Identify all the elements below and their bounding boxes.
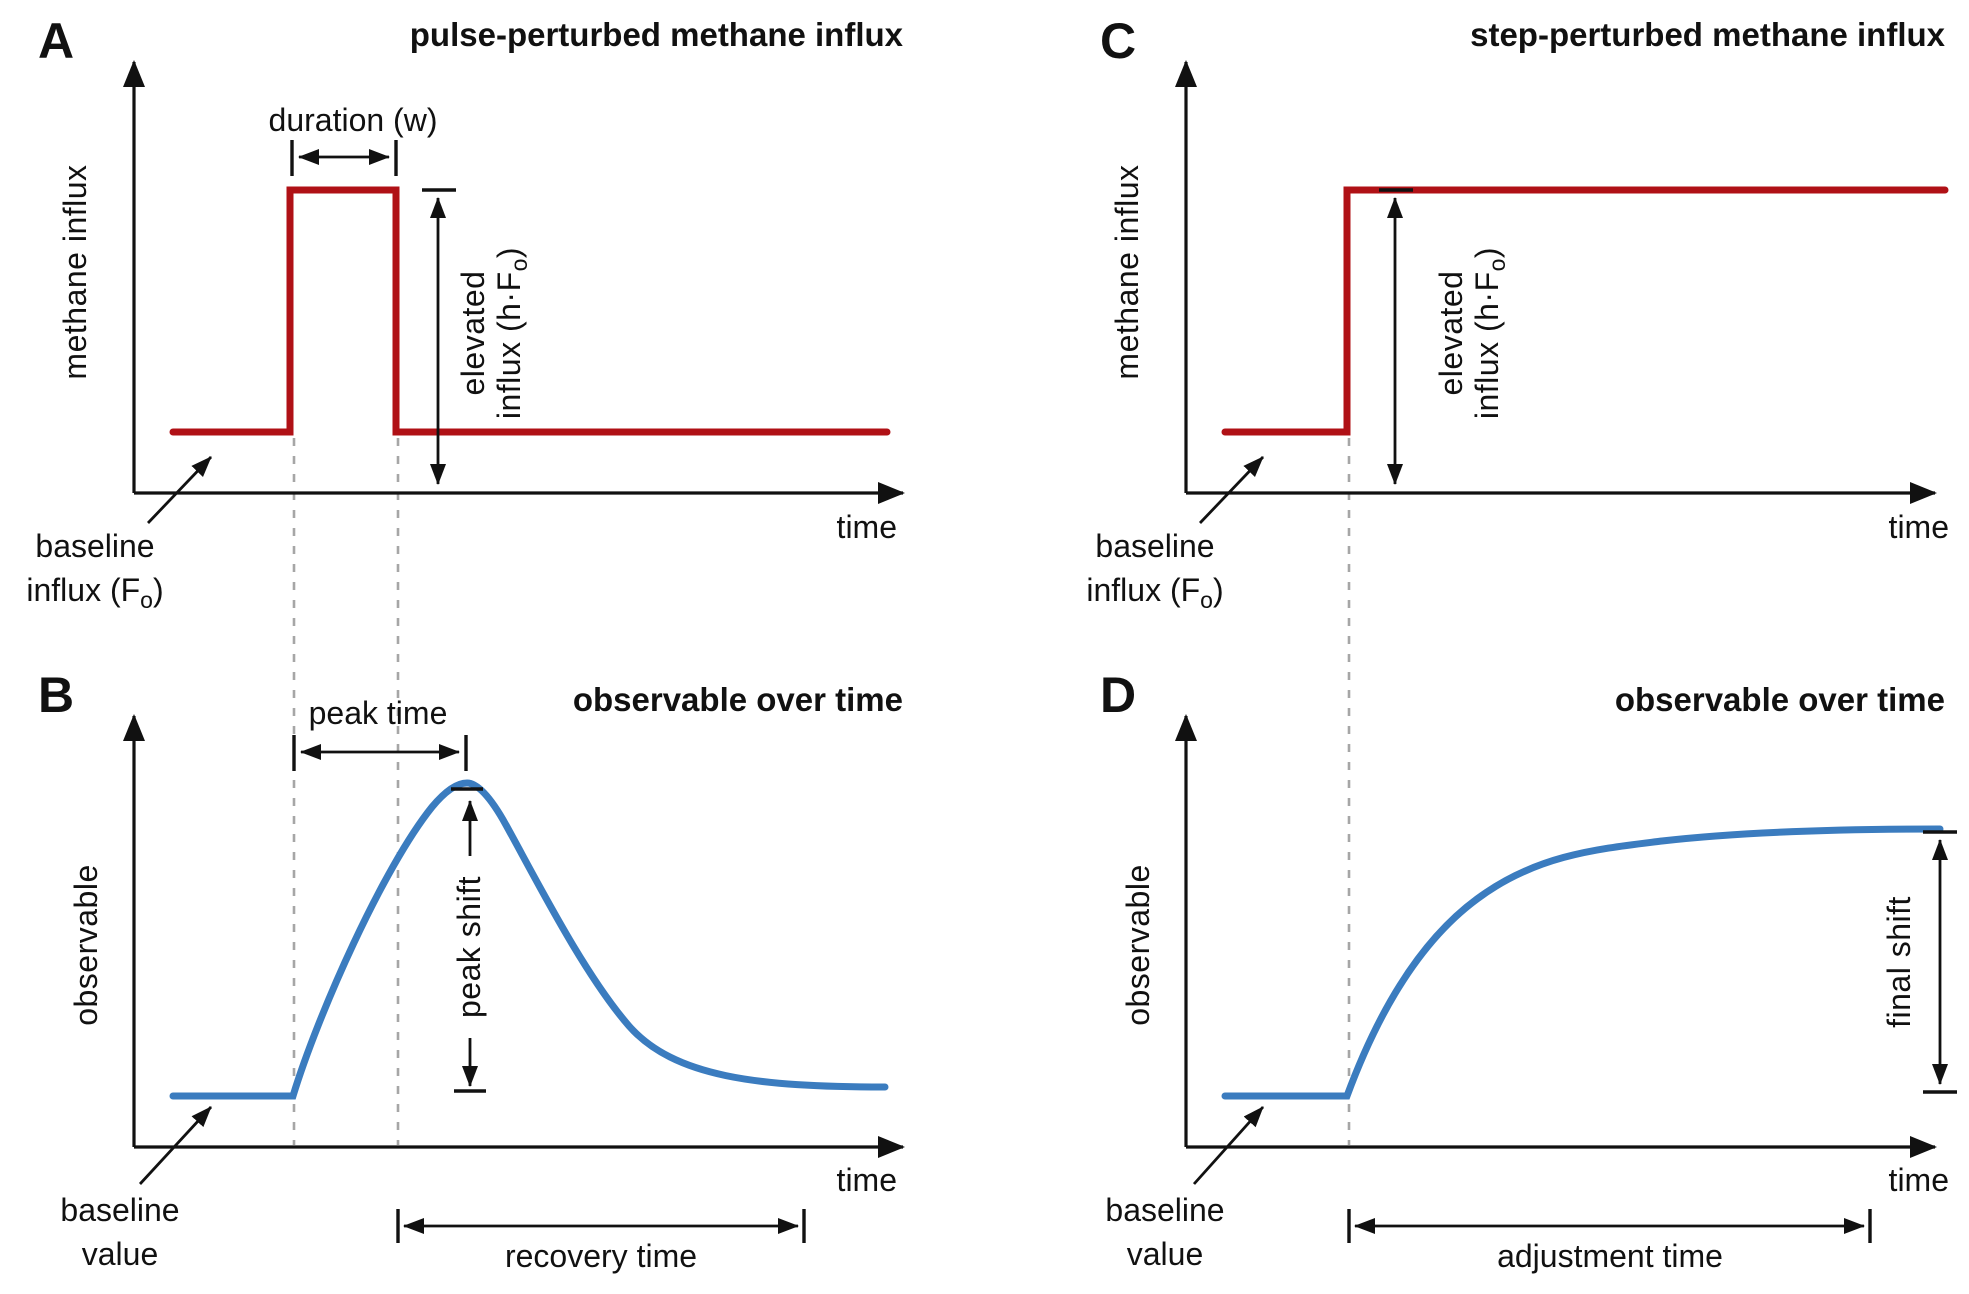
panel-b-x-axis-label: time [837, 1162, 897, 1198]
panel-a-baseline-label-line2: influx (Fo) [26, 572, 163, 613]
panel-a-duration-label: duration (w) [269, 102, 438, 138]
panel-b-y-axis-label: observable [68, 864, 104, 1026]
panel-d-baseline-label-line1: baseline [1105, 1192, 1224, 1228]
panel-a-x-axis-label: time [837, 509, 897, 545]
panel-b-label: B [38, 667, 74, 723]
panel-a-baseline-label-line1: baseline [35, 528, 154, 564]
panel-b-observable-curve [169, 779, 889, 1100]
panel-a: A pulse-perturbed methane influx methane… [26, 13, 905, 613]
panel-c-elevated-label-line2: influx (h·Fo) [1469, 247, 1510, 419]
panel-c-baseline-pointer-arrow [1198, 456, 1265, 524]
panel-a-baseline-pointer-arrow [146, 456, 213, 524]
panel-d-final-shift-label: final shift [1881, 896, 1917, 1028]
panel-a-elevated-label-line2: influx (h·Fo) [491, 247, 532, 419]
panel-c: C step-perturbed methane influx methane … [1086, 13, 1949, 613]
panel-c-x-axis-label: time [1889, 509, 1949, 545]
panel-b-title: observable over time [573, 681, 903, 718]
panel-c-elevated-label-line1: elevated [1433, 271, 1469, 396]
panel-b-baseline-pointer-arrow [138, 1106, 213, 1185]
panel-a-label: A [38, 13, 74, 69]
panel-d-y-axis-label: observable [1120, 864, 1156, 1026]
panel-b: B observable over time observable time p… [38, 667, 905, 1274]
panel-b-peak-shift-label: peak shift [451, 876, 487, 1018]
panel-d-observable-curve [1221, 825, 1944, 1100]
panel-c-baseline-label-line1: baseline [1095, 528, 1214, 564]
panel-d-baseline-pointer-arrow [1192, 1106, 1265, 1185]
panel-c-y-axis-label: methane influx [1109, 164, 1145, 379]
panel-c-title: step-perturbed methane influx [1470, 16, 1946, 53]
panel-d-adjustment-label: adjustment time [1497, 1238, 1723, 1274]
panel-b-recovery-label: recovery time [505, 1238, 697, 1274]
panel-d-label: D [1100, 667, 1136, 723]
panel-b-baseline-label-line1: baseline [60, 1192, 179, 1228]
panel-b-baseline-label-line2: value [82, 1236, 159, 1272]
panel-d: D observable over time observable time f… [1100, 667, 1957, 1274]
panel-a-elevated-label-line1: elevated [455, 271, 491, 396]
panel-a-y-axis-label: methane influx [57, 164, 93, 379]
panel-d-title: observable over time [1615, 681, 1945, 718]
panel-c-label: C [1100, 13, 1136, 69]
panel-b-peak-time-label: peak time [309, 695, 448, 731]
panel-c-influx-step-curve [1221, 186, 1949, 436]
panel-a-influx-pulse-curve [169, 186, 891, 436]
panel-c-baseline-label-line2: influx (Fo) [1086, 572, 1223, 613]
panel-d-x-axis-label: time [1889, 1162, 1949, 1198]
panel-d-baseline-label-line2: value [1127, 1236, 1204, 1272]
panel-a-title: pulse-perturbed methane influx [410, 16, 904, 53]
